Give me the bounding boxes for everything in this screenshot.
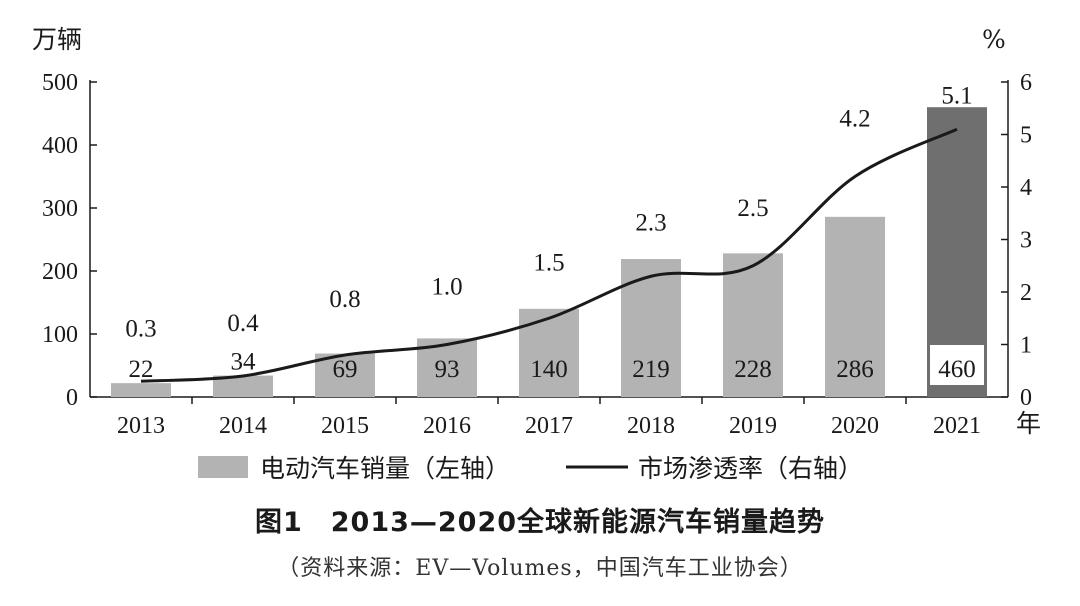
y-left-unit: 万辆 [32,25,82,54]
bar-labels: 22 34 69 93 140 219 228 286 460 [129,349,976,384]
bar-value-label: 93 [435,356,460,383]
bar-value-label: 228 [734,356,772,383]
right-tick-label: 3 [1020,228,1032,254]
bar [723,253,783,397]
left-tick-label: 400 [42,133,78,159]
bar [519,308,579,397]
figure-title: 图1 2013—2020全球新能源汽车销量趋势 [254,507,826,538]
x-tick-label: 2020 [831,413,879,439]
legend-bar-swatch [198,456,248,478]
bar [315,353,375,397]
bar [825,216,885,397]
line-value-label: 2.5 [737,195,768,222]
legend-line-label: 市场渗透率（右轴） [638,454,863,483]
bar-label-box [930,345,984,385]
x-tick-label: 2018 [627,413,675,439]
bars [111,107,987,397]
right-tick-label: 4 [1020,175,1032,201]
line-value-label: 4.2 [839,106,870,133]
line-value-label: 5.1 [941,82,972,109]
x-unit: 年 [1016,409,1041,438]
bar-value-label: 219 [632,356,670,383]
bar [213,375,273,397]
line-value-label: 2.3 [635,209,666,236]
line-value-label: 1.5 [533,249,564,276]
line-labels: 0.3 0.4 0.8 1.0 1.5 2.3 2.5 4.2 5.1 [125,82,972,342]
legend-bar-label: 电动汽车销量（左轴） [260,454,510,483]
x-tick-label: 2016 [423,413,471,439]
figure-source: （资料来源：EV—Volumes，中国汽车工业协会） [277,556,803,581]
line-value-label: 0.8 [329,286,360,313]
bar-value-label: 286 [836,356,874,383]
x-tick-label: 2021 [933,413,981,439]
bar-value-label: 22 [129,356,154,383]
x-tick-label: 2013 [117,413,165,439]
right-tick-label: 6 [1020,70,1032,96]
right-tick-label: 1 [1020,333,1032,359]
left-tick-label: 200 [42,259,78,285]
line-value-label: 0.3 [125,315,156,342]
legend: 电动汽车销量（左轴） 市场渗透率（右轴） [198,454,863,483]
x-tick-label: 2014 [219,413,267,439]
bar-value-label: 34 [231,349,257,376]
line-value-label: 0.4 [227,310,259,337]
penetration-line [140,127,958,383]
y-right-unit: % [982,25,1006,54]
left-tick-label: 0 [66,385,78,411]
left-tick-label: 300 [42,196,78,222]
left-tick-label: 500 [42,70,78,96]
x-tick-label: 2019 [729,413,777,439]
right-tick-label: 0 [1020,385,1032,411]
left-tick-label: 100 [42,322,78,348]
bar [111,383,171,397]
right-tick-label: 2 [1020,280,1032,306]
x-tick-label: 2017 [525,413,573,439]
line-value-label: 1.0 [431,274,462,301]
penetration-line-path [140,127,958,383]
x-tick-label: 2015 [321,413,369,439]
right-tick-label: 5 [1020,123,1032,149]
bar-value-label: 69 [333,356,358,383]
bar-value-label: 460 [938,356,976,383]
bar-value-label: 140 [530,356,568,383]
